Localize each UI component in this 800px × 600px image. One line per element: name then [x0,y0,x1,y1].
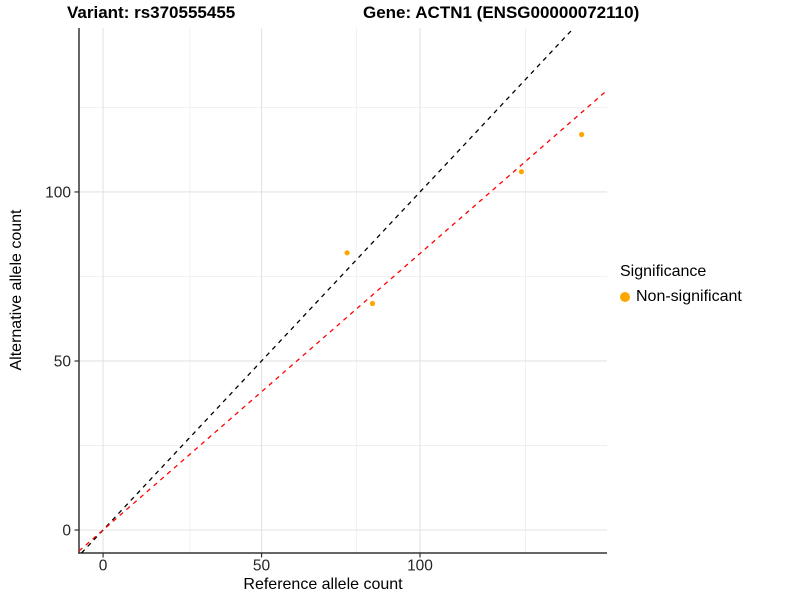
x-tick-label: 0 [99,558,108,575]
data-point [579,131,585,138]
fit-line [78,89,608,552]
legend: Significance Non-significant [620,263,742,306]
gene-title: Gene: ACTN1 (ENSG00000072110) [363,3,640,22]
legend-point-icon [620,292,630,302]
x-axis-title: Reference allele count [243,576,403,593]
x-tick-label: 50 [253,558,271,575]
y-axis-title: Alternative allele count [8,209,25,371]
y-tick-label: 50 [54,353,72,370]
variant-title: Variant: rs370555455 [67,3,236,22]
y-tick-label: 0 [62,523,71,540]
legend-entry: Non-significant [620,288,742,306]
x-tick-label: 100 [407,558,433,575]
legend-entry-label: Non-significant [636,288,742,305]
identity-line [81,27,575,554]
y-tick-label: 100 [45,184,71,201]
legend-title: Significance [620,263,707,280]
data-point [369,300,376,307]
data-point [344,250,350,256]
data-point [518,169,525,175]
